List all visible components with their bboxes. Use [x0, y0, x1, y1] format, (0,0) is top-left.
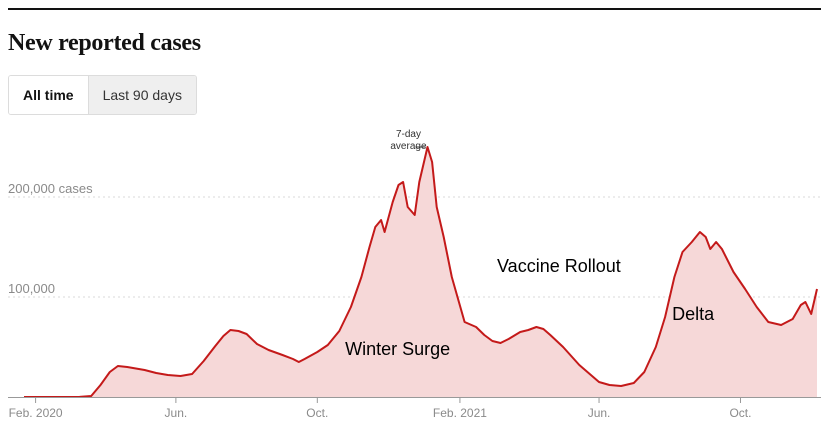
x-tick-label-0: Feb. 2020	[9, 406, 63, 420]
last-90-days-button[interactable]: Last 90 days	[87, 76, 196, 114]
all-time-button[interactable]: All time	[9, 76, 88, 114]
peak-callout-line-1: average	[390, 141, 427, 152]
top-rule	[8, 8, 821, 10]
peak-callout-line-0: 7-day	[396, 129, 421, 140]
chart-title: New reported cases	[8, 30, 201, 56]
cases-line	[24, 146, 818, 398]
annotation-0: Winter Surge	[345, 339, 450, 359]
y-tick-label-0: 100,000	[8, 281, 55, 296]
x-tick-label-2: Oct.	[306, 406, 328, 420]
annotation-2: Delta	[672, 304, 715, 324]
x-tick-label-1: Jun.	[165, 406, 188, 420]
x-tick-label-3: Feb. 2021	[433, 406, 487, 420]
x-tick-label-5: Oct.	[729, 406, 751, 420]
time-range-toggle: All time Last 90 days	[8, 75, 197, 115]
y-tick-label-1: 200,000 cases	[8, 181, 93, 196]
x-tick-label-4: Jun.	[588, 406, 611, 420]
annotation-1: Vaccine Rollout	[497, 256, 621, 276]
cases-area	[24, 147, 817, 397]
